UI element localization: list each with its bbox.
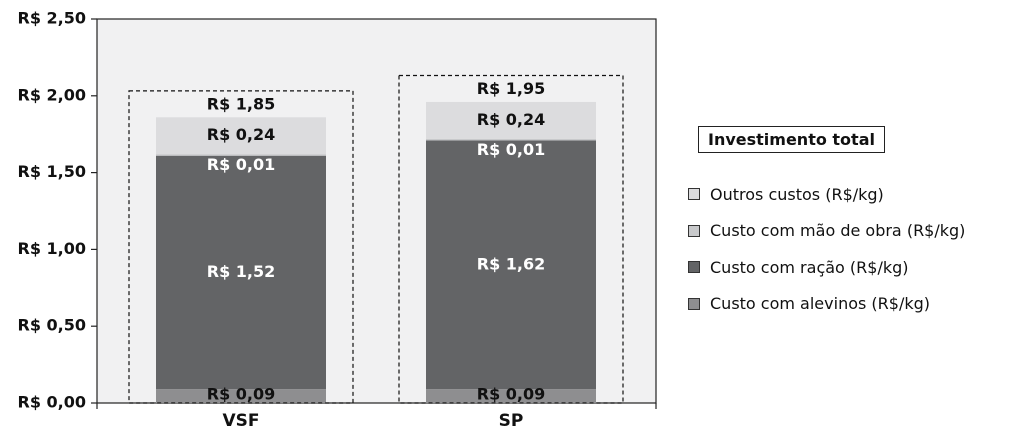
total-label-sp: R$ 1,95 [477,79,546,98]
x-category-label-sp: SP [499,411,524,431]
y-tick-label: R$ 2,00 [18,85,87,104]
legend-label-racao: Custo com ração (R$/kg) [710,258,909,277]
legend-swatch-alevinos [688,298,700,310]
legend-item-racao: Custo com ração (R$/kg) [688,258,965,276]
legend-list: Outros custos (R$/kg) Custo com mão de o… [688,185,965,313]
y-tick-label: R$ 2,50 [18,9,87,28]
data-label-vsf-2: R$ 0,01 [207,155,276,174]
y-tick-label: R$ 1,00 [18,239,87,258]
legend-label-alevinos: Custo com alevinos (R$/kg) [710,294,930,313]
y-tick-label: R$ 0,50 [18,316,87,335]
legend-item-mao-de-obra: Custo com mão de obra (R$/kg) [688,222,965,240]
total-label-vsf: R$ 1,85 [207,94,276,113]
data-label-vsf-1: R$ 1,52 [207,262,276,281]
legend-label-outros: Outros custos (R$/kg) [710,185,884,204]
data-label-sp-2: R$ 0,01 [477,140,546,159]
data-label-sp-3: R$ 0,24 [477,110,546,129]
data-label-sp-0: R$ 0,09 [477,385,546,404]
data-label-vsf-3: R$ 0,24 [207,125,276,144]
y-tick-label: R$ 0,00 [18,393,87,412]
legend: Investimento total Outros custos (R$/kg)… [688,126,965,331]
legend-swatch-mao-de-obra [688,225,700,237]
legend-swatch-racao [688,261,700,273]
legend-swatch-outros [688,188,700,200]
data-label-sp-1: R$ 1,62 [477,254,546,273]
legend-item-outros: Outros custos (R$/kg) [688,185,965,203]
legend-title: Investimento total [698,126,885,153]
legend-item-alevinos: Custo com alevinos (R$/kg) [688,295,965,313]
legend-label-mao-de-obra: Custo com mão de obra (R$/kg) [710,221,965,240]
data-label-vsf-0: R$ 0,09 [207,385,276,404]
y-tick-label: R$ 1,50 [18,162,87,181]
x-category-label-vsf: VSF [222,411,259,431]
